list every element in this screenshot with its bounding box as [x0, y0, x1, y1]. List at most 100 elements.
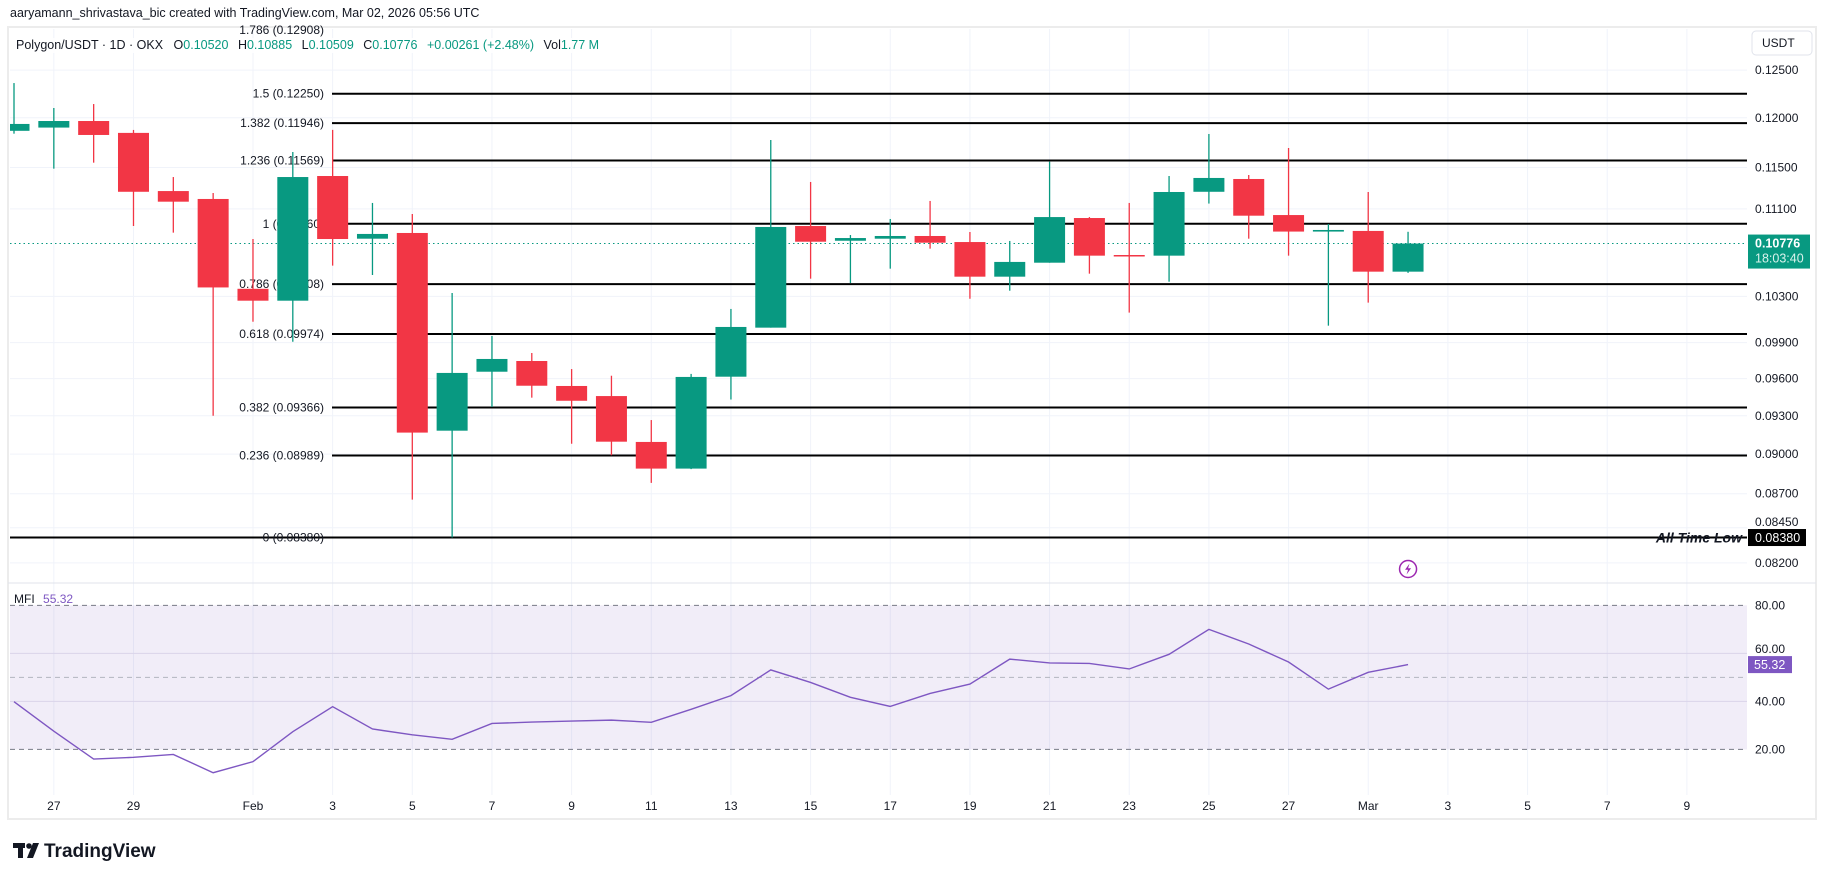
candle-up — [1392, 231, 1424, 273]
change-value: +0.00261 (+2.48%) — [427, 38, 534, 52]
mfi-line — [13, 628, 1409, 774]
price-tick-label: 0.12500 — [1755, 63, 1799, 77]
mfi-tick-label: 40.00 — [1755, 694, 1785, 708]
time-tick-label: 19 — [963, 799, 977, 813]
candle-down — [157, 177, 189, 233]
time-tick-label: 3 — [1445, 799, 1452, 813]
time-tick-label: 29 — [127, 799, 141, 813]
candle-down — [78, 104, 110, 163]
attribution-text: aaryamann_shrivastava_bic created with T… — [10, 6, 479, 20]
time-tick-label: 27 — [1282, 799, 1296, 813]
candle-body — [1073, 218, 1105, 256]
high-value: 0.10885 — [247, 38, 292, 52]
candle-up — [10, 83, 30, 134]
time-tick-label: 3 — [329, 799, 336, 813]
candle-up — [994, 240, 1026, 291]
price-axis[interactable]: 0.12500 0.12000 0.11500 0.11100 0.10300 0.099… — [1755, 63, 1799, 570]
candle-body — [874, 235, 906, 239]
symbol-legend[interactable]: Polygon/USDT · 1D · OKX O0.10520 H0.1088… — [16, 38, 599, 52]
bar-countdown: 18:03:40 — [1755, 252, 1804, 266]
mfi-value-badge: 55.32 — [1748, 656, 1792, 674]
tradingview-logo[interactable]: TradingView — [13, 841, 156, 862]
candle-body — [795, 226, 827, 242]
candle-down — [556, 369, 588, 444]
high-label: H — [238, 38, 247, 52]
fib-level-label: 0 (0.08380) — [263, 531, 324, 545]
lightning-icon[interactable] — [1398, 559, 1418, 579]
candle-body — [516, 361, 548, 386]
mfi-title[interactable]: MFI — [14, 592, 35, 606]
candle-body — [197, 198, 229, 288]
candle-down — [954, 232, 986, 299]
candle-body — [1392, 243, 1424, 272]
all-time-low-badge: 0.08380 — [1748, 529, 1806, 547]
candle-down — [795, 181, 827, 279]
candle-body — [277, 177, 309, 301]
mfi-tick-label: 20.00 — [1755, 742, 1785, 756]
candle-body — [38, 121, 70, 128]
open-value: 0.10520 — [183, 38, 228, 52]
fib-level-label: 0.236 (0.08989) — [239, 449, 324, 463]
candle-body — [396, 232, 428, 433]
candle-down — [197, 193, 229, 416]
currency-label: USDT — [1762, 36, 1795, 50]
candle-body — [1233, 178, 1265, 216]
price-tick-label: 0.08450 — [1755, 515, 1799, 529]
fib-level-label: 1.236 (0.11569) — [240, 154, 324, 168]
legend-bg — [12, 38, 572, 53]
candle-body — [237, 288, 269, 301]
last-price-badge: 0.10776 18:03:40 — [1748, 234, 1810, 269]
candle-body — [1352, 230, 1384, 272]
candle-body — [994, 261, 1026, 277]
price-tick-label: 0.09900 — [1755, 336, 1799, 350]
all-time-low-label[interactable]: All Time Low — [1655, 530, 1743, 546]
candle-down — [1352, 191, 1384, 303]
time-tick-label: 7 — [1604, 799, 1611, 813]
candle-down — [317, 129, 349, 266]
time-tick-label: 27 — [47, 799, 61, 813]
mfi-legend[interactable]: MFI 55.32 — [14, 592, 73, 606]
time-axis[interactable]: 27 29 Feb 3 5 7 9 11 13 15 17 19 21 23 25 27 Mar 3 5 7 9 — [47, 799, 1690, 813]
low-value: 0.10509 — [309, 38, 354, 52]
time-tick-label: 5 — [409, 799, 416, 813]
candle-body — [356, 233, 388, 239]
all-time-low-price: 0.08380 — [1755, 531, 1800, 545]
price-tick-label: 0.08700 — [1755, 487, 1799, 501]
candle-up — [675, 373, 707, 470]
candle-body — [78, 121, 110, 135]
fibonacci-extension[interactable]: 1.5 (0.12250) 1.382 (0.11946) 1.236 (0.115… — [10, 87, 1747, 545]
currency-button[interactable]: USDT — [1751, 30, 1813, 56]
mfi-tick-label: 60.00 — [1755, 642, 1785, 656]
last-price-value: 0.10776 — [1755, 237, 1800, 251]
candle-up — [38, 107, 70, 169]
fib-level-label: 0.618 (0.09974) — [239, 327, 324, 341]
symbol-title[interactable]: Polygon/USDT · 1D · OKX — [16, 38, 164, 52]
candle-body — [157, 191, 189, 202]
time-tick-label: 17 — [884, 799, 898, 813]
candle-down — [635, 420, 667, 483]
grid-lines — [10, 29, 1747, 795]
chart-frame — [7, 26, 1817, 820]
time-tick-label: 5 — [1524, 799, 1531, 813]
candle-down — [516, 352, 548, 398]
candle-down — [1233, 174, 1265, 239]
price-tick-label: 0.08200 — [1755, 556, 1799, 570]
candle-body — [436, 372, 468, 431]
candle-body — [556, 385, 588, 401]
candle-down — [1273, 147, 1305, 256]
mfi-axis[interactable]: 80.00 60.00 40.00 20.00 — [1755, 598, 1785, 756]
price-tick-label: 0.09000 — [1755, 447, 1799, 461]
time-tick-label: 13 — [724, 799, 738, 813]
candle-body — [914, 235, 946, 243]
candle-body — [10, 123, 30, 131]
candle-body — [1312, 229, 1344, 232]
price-tick-label: 0.12000 — [1755, 111, 1799, 125]
candle-body — [715, 326, 747, 377]
time-tick-label: 9 — [1684, 799, 1691, 813]
candle-body — [755, 226, 787, 328]
candle-body — [1034, 217, 1066, 263]
candle-body — [1193, 177, 1225, 192]
candle-up — [476, 335, 508, 407]
time-tick-label: Mar — [1358, 799, 1379, 813]
